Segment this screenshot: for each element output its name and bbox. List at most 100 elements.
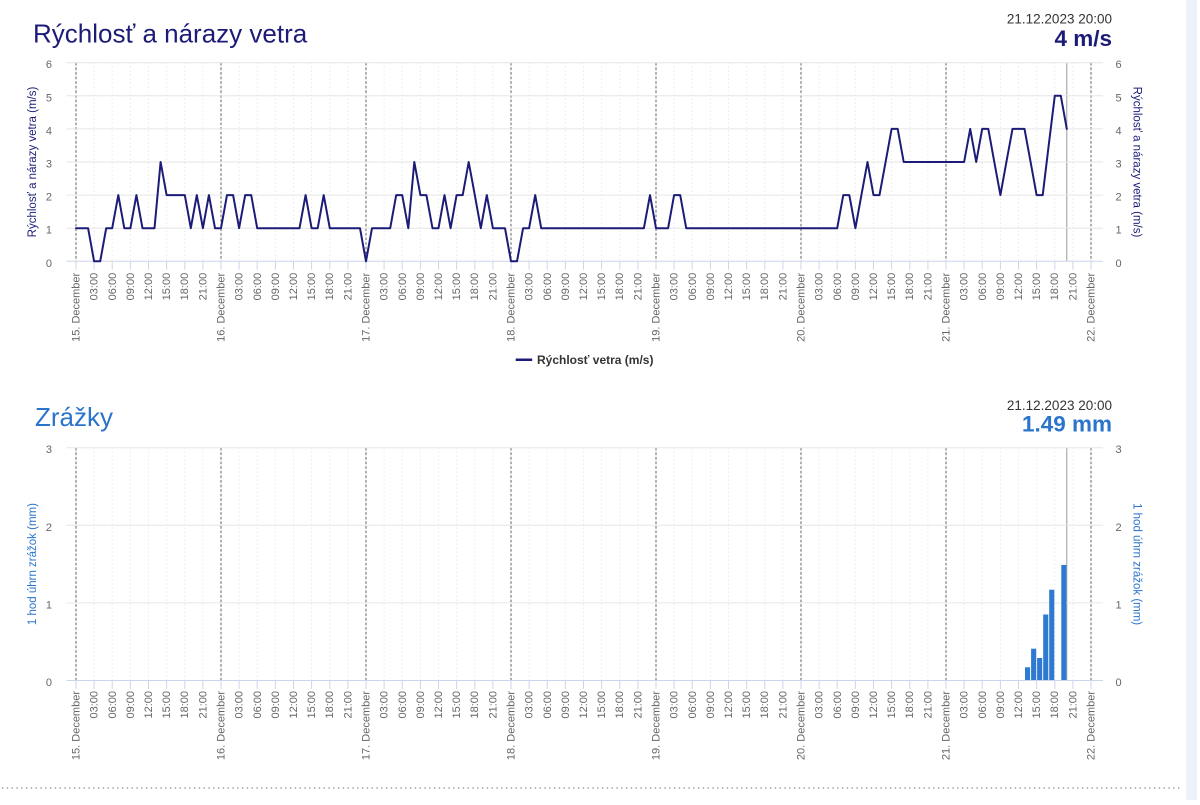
svg-text:15:00: 15:00 [451, 691, 463, 719]
svg-text:03:00: 03:00 [959, 691, 971, 719]
svg-text:06:00: 06:00 [107, 691, 119, 719]
svg-text:1 hod úhrn zrážok (mm): 1 hod úhrn zrážok (mm) [1131, 503, 1143, 625]
svg-text:21:00: 21:00 [777, 273, 789, 301]
svg-text:Rýchlosť a nárazy vetra (m/s): Rýchlosť a nárazy vetra (m/s) [27, 87, 39, 238]
svg-text:0: 0 [1116, 677, 1122, 689]
svg-text:03:00: 03:00 [959, 273, 971, 301]
svg-text:06:00: 06:00 [252, 273, 264, 301]
svg-text:21:00: 21:00 [197, 691, 209, 719]
svg-text:21:00: 21:00 [632, 273, 644, 301]
svg-text:09:00: 09:00 [995, 691, 1007, 719]
svg-text:1: 1 [1116, 599, 1122, 611]
svg-text:20. December: 20. December [796, 691, 808, 760]
svg-text:09:00: 09:00 [415, 273, 427, 301]
svg-text:09:00: 09:00 [705, 273, 717, 301]
svg-text:15:00: 15:00 [306, 273, 318, 301]
svg-text:1: 1 [46, 225, 52, 237]
svg-text:03:00: 03:00 [234, 273, 246, 301]
svg-text:15:00: 15:00 [886, 273, 898, 301]
svg-text:12:00: 12:00 [868, 273, 880, 301]
svg-text:21:00: 21:00 [342, 273, 354, 301]
svg-text:5: 5 [1116, 92, 1122, 104]
svg-text:21:00: 21:00 [922, 273, 934, 301]
svg-text:15. December: 15. December [71, 272, 83, 341]
svg-text:21. December: 21. December [941, 691, 953, 760]
svg-text:12:00: 12:00 [288, 273, 300, 301]
svg-text:16. December: 16. December [216, 691, 228, 760]
svg-text:0: 0 [46, 677, 52, 689]
svg-text:15:00: 15:00 [1031, 273, 1043, 301]
svg-text:18:00: 18:00 [1049, 273, 1061, 301]
svg-text:19. December: 19. December [651, 691, 663, 760]
svg-text:15:00: 15:00 [451, 273, 463, 301]
svg-text:15:00: 15:00 [1031, 691, 1043, 719]
svg-text:03:00: 03:00 [524, 273, 536, 301]
svg-text:06:00: 06:00 [687, 691, 699, 719]
svg-text:12:00: 12:00 [1013, 273, 1025, 301]
svg-text:03:00: 03:00 [669, 691, 681, 719]
svg-text:06:00: 06:00 [977, 691, 989, 719]
svg-text:06:00: 06:00 [252, 691, 264, 719]
svg-text:21.12.2023 20:00: 21.12.2023 20:00 [1007, 398, 1112, 413]
svg-text:18:00: 18:00 [904, 691, 916, 719]
svg-text:15:00: 15:00 [306, 691, 318, 719]
svg-text:15:00: 15:00 [596, 691, 608, 719]
svg-text:12:00: 12:00 [578, 691, 590, 719]
svg-text:15:00: 15:00 [161, 273, 173, 301]
svg-text:09:00: 09:00 [850, 273, 862, 301]
svg-text:Rýchlosť a nárazy vetra (m/s): Rýchlosť a nárazy vetra (m/s) [1131, 87, 1143, 238]
svg-text:09:00: 09:00 [415, 691, 427, 719]
svg-text:19. December: 19. December [651, 272, 663, 341]
svg-text:21:00: 21:00 [632, 691, 644, 719]
svg-text:6: 6 [1116, 59, 1122, 71]
svg-text:21:00: 21:00 [1067, 691, 1079, 719]
svg-text:03:00: 03:00 [524, 691, 536, 719]
svg-text:12:00: 12:00 [723, 273, 735, 301]
svg-text:20. December: 20. December [796, 272, 808, 341]
svg-text:18:00: 18:00 [614, 691, 626, 719]
svg-text:06:00: 06:00 [542, 691, 554, 719]
svg-text:0: 0 [46, 258, 52, 270]
svg-text:15:00: 15:00 [161, 691, 173, 719]
svg-text:03:00: 03:00 [89, 691, 101, 719]
svg-text:0: 0 [1116, 258, 1122, 270]
svg-text:03:00: 03:00 [89, 273, 101, 301]
svg-text:4: 4 [46, 125, 52, 137]
svg-text:1: 1 [1116, 225, 1122, 237]
svg-text:15:00: 15:00 [596, 273, 608, 301]
svg-text:06:00: 06:00 [687, 273, 699, 301]
svg-text:21:00: 21:00 [342, 691, 354, 719]
svg-text:18. December: 18. December [506, 691, 518, 760]
svg-text:03:00: 03:00 [814, 273, 826, 301]
svg-text:21:00: 21:00 [487, 691, 499, 719]
svg-text:09:00: 09:00 [850, 691, 862, 719]
svg-text:12:00: 12:00 [143, 273, 155, 301]
svg-text:09:00: 09:00 [125, 273, 137, 301]
svg-text:18:00: 18:00 [1049, 691, 1061, 719]
svg-text:1: 1 [46, 599, 52, 611]
svg-text:18. December: 18. December [506, 272, 518, 341]
svg-text:18:00: 18:00 [614, 273, 626, 301]
svg-text:17. December: 17. December [361, 691, 373, 760]
svg-text:18:00: 18:00 [469, 691, 481, 719]
svg-text:2: 2 [46, 192, 52, 204]
svg-text:18:00: 18:00 [469, 273, 481, 301]
svg-text:09:00: 09:00 [995, 273, 1007, 301]
svg-text:18:00: 18:00 [324, 691, 336, 719]
svg-text:12:00: 12:00 [1013, 691, 1025, 719]
svg-text:21:00: 21:00 [922, 691, 934, 719]
svg-text:12:00: 12:00 [288, 691, 300, 719]
svg-text:06:00: 06:00 [542, 273, 554, 301]
svg-text:3: 3 [46, 159, 52, 171]
svg-text:21:00: 21:00 [1067, 273, 1079, 301]
svg-text:12:00: 12:00 [578, 273, 590, 301]
svg-text:22. December: 22. December [1086, 691, 1098, 760]
svg-text:1 hod úhrn zrážok (mm): 1 hod úhrn zrážok (mm) [27, 503, 39, 625]
svg-text:15:00: 15:00 [741, 273, 753, 301]
svg-text:12:00: 12:00 [868, 691, 880, 719]
svg-text:18:00: 18:00 [759, 691, 771, 719]
svg-text:3: 3 [1116, 159, 1122, 171]
svg-text:12:00: 12:00 [433, 691, 445, 719]
svg-text:09:00: 09:00 [705, 691, 717, 719]
svg-text:09:00: 09:00 [270, 691, 282, 719]
